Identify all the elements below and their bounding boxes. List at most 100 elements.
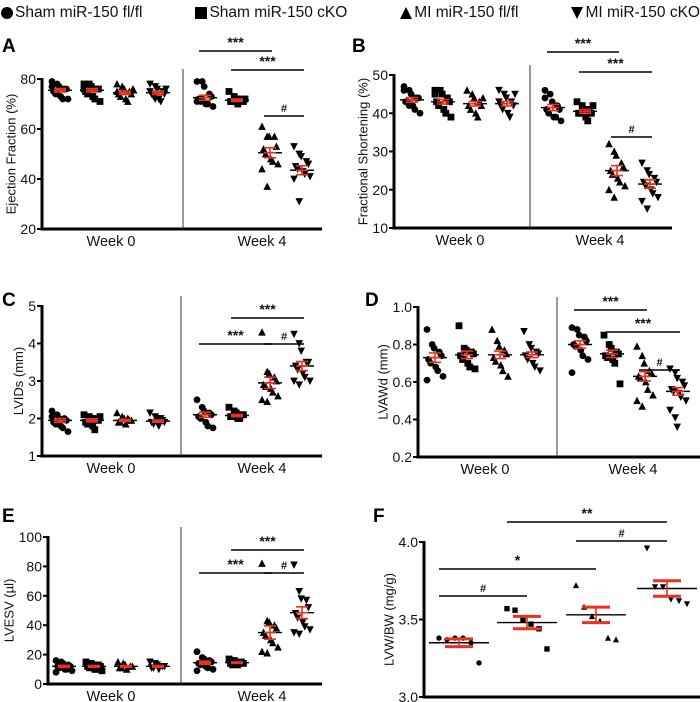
data-point-triangle-down bbox=[650, 174, 659, 183]
panel-d: D 0.2 0.4 0.6 0.8 1.0 LVAWd (mm) Week 0 Week 4 **… bbox=[365, 290, 700, 478]
data-point-triangle-down bbox=[306, 626, 314, 634]
data-point-circle bbox=[64, 95, 72, 103]
data-point-triangle-up bbox=[504, 372, 512, 380]
data-point-circle bbox=[557, 117, 565, 125]
data-point-circle bbox=[193, 78, 201, 85]
triangle-up-marker-icon bbox=[400, 7, 413, 19]
data-point-square bbox=[528, 621, 534, 627]
y-tick-label: 1 bbox=[28, 448, 36, 464]
x-group-label: Week 0 bbox=[461, 462, 510, 478]
y-tick-label: 20 bbox=[20, 221, 36, 237]
data-point-triangle-down bbox=[295, 198, 303, 206]
data-point-triangle-up bbox=[261, 150, 270, 158]
data-point-triangle-down bbox=[155, 422, 163, 430]
data-point-circle bbox=[209, 103, 217, 110]
data-point-square bbox=[80, 80, 88, 88]
y-axis-label: Ejection Fraction (%) bbox=[3, 94, 18, 215]
panel-label: B bbox=[352, 36, 366, 57]
group-5 bbox=[225, 655, 249, 669]
data-point-circle bbox=[423, 376, 431, 384]
data-point-triangle-up bbox=[114, 657, 122, 666]
group-4 bbox=[193, 396, 217, 432]
y-tick-label: 20 bbox=[26, 647, 42, 663]
data-point-circle bbox=[48, 78, 56, 85]
square-marker-icon bbox=[195, 7, 208, 19]
data-point-triangle-down bbox=[502, 94, 510, 102]
group-7 bbox=[638, 159, 662, 213]
data-point-square bbox=[464, 359, 472, 367]
data-point-circle bbox=[48, 407, 56, 415]
significance-label: *** bbox=[227, 34, 244, 50]
data-point-circle bbox=[583, 337, 590, 345]
data-point-triangle-down bbox=[666, 406, 674, 415]
data-point-circle bbox=[193, 648, 201, 656]
significance-label: # bbox=[618, 528, 624, 540]
group-1 bbox=[80, 411, 104, 434]
data-point-circle bbox=[541, 86, 549, 94]
x-group-label: Week 4 bbox=[238, 689, 287, 702]
data-point-square bbox=[232, 409, 240, 417]
data-point-triangle-down bbox=[671, 414, 679, 422]
data-point-square bbox=[520, 616, 526, 623]
data-point-circle bbox=[59, 424, 67, 432]
data-point-circle bbox=[204, 100, 212, 108]
data-point-triangle-down bbox=[678, 378, 687, 386]
data-point-triangle-down bbox=[638, 159, 646, 167]
y-tick-label: 0.6 bbox=[393, 374, 413, 390]
y-axis-label: LVIDs (mm) bbox=[11, 347, 26, 415]
data-point-triangle-down bbox=[293, 165, 302, 173]
data-point-circle bbox=[434, 367, 442, 375]
y-tick-label: 2 bbox=[28, 411, 36, 427]
data-point-square bbox=[438, 90, 446, 98]
data-point-triangle-up bbox=[619, 162, 628, 171]
data-point-triangle-up bbox=[129, 85, 137, 93]
data-point-triangle-up bbox=[633, 342, 641, 350]
data-point-square bbox=[225, 403, 233, 411]
data-point-circle bbox=[407, 90, 415, 98]
y-tick-label: 50 bbox=[372, 67, 388, 83]
data-point-triangle-up bbox=[470, 93, 478, 102]
data-point-square bbox=[578, 102, 586, 109]
data-point-triangle-up bbox=[493, 336, 501, 345]
data-point-triangle-down bbox=[536, 367, 544, 375]
data-point-triangle-up bbox=[116, 92, 125, 100]
data-point-circle bbox=[416, 109, 424, 117]
data-point-square bbox=[85, 80, 93, 88]
data-point-circle bbox=[575, 331, 583, 339]
data-point-triangle-up bbox=[261, 631, 270, 639]
y-axis-label: LVW/BW (mg/g) bbox=[382, 573, 397, 666]
data-point-circle bbox=[546, 90, 554, 98]
data-point-triangle-up bbox=[497, 361, 505, 369]
data-point-square bbox=[91, 95, 99, 103]
y-tick-label: 4 bbox=[28, 336, 36, 352]
data-point-square bbox=[240, 660, 247, 667]
data-point-circle bbox=[573, 326, 581, 333]
circle-marker-icon bbox=[1, 7, 13, 19]
data-point-triangle-down bbox=[645, 171, 653, 179]
data-point-square bbox=[98, 667, 106, 675]
legend-item: Sham miR-150 fl/fl bbox=[0, 4, 142, 22]
data-point-triangle-down bbox=[638, 197, 646, 206]
data-point-circle bbox=[411, 106, 419, 113]
data-point-triangle-up bbox=[113, 408, 121, 417]
data-point-triangle-down bbox=[504, 109, 512, 118]
data-point-triangle-down bbox=[162, 85, 170, 93]
data-point-square bbox=[611, 359, 619, 367]
data-point-triangle-down bbox=[520, 327, 528, 336]
data-point-triangle-down bbox=[151, 95, 159, 103]
x-group-label: Week 4 bbox=[238, 461, 287, 477]
y-tick-label: 3.0 bbox=[399, 689, 419, 702]
data-point-square bbox=[457, 352, 464, 360]
data-point-circle bbox=[436, 635, 442, 641]
group-1 bbox=[455, 322, 479, 373]
data-point-triangle-up bbox=[274, 160, 282, 168]
data-point-triangle-down bbox=[290, 561, 298, 569]
data-point-triangle-down bbox=[146, 409, 154, 417]
group-3 bbox=[146, 409, 170, 430]
data-point-circle bbox=[209, 665, 217, 673]
y-tick-label: 60 bbox=[20, 121, 36, 137]
data-point-square bbox=[442, 109, 450, 117]
y-axis-label: LVAWd (mm) bbox=[376, 344, 391, 420]
data-point-triangle-down bbox=[667, 596, 675, 603]
